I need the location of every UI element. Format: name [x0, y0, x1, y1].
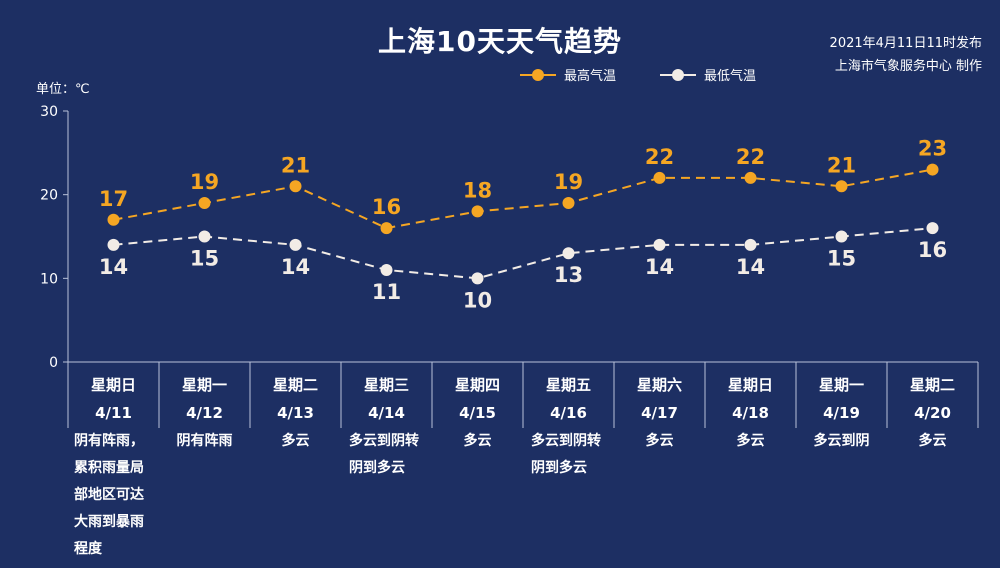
date-label: 4/18: [732, 404, 769, 422]
weekday-label: 星期六: [636, 376, 682, 394]
weather-description: 多云: [281, 433, 310, 449]
high-temp-point: [562, 197, 575, 210]
low-temp-label: 14: [736, 255, 765, 279]
date-label: 4/17: [641, 404, 678, 422]
low-temp-point: [289, 238, 302, 251]
high-temp-label: 16: [372, 195, 401, 219]
legend-low-marker: [660, 68, 696, 81]
weekday-label: 星期五: [545, 376, 591, 394]
high-temp-point: [653, 171, 666, 184]
weather-description: 多云到阴转 阴到多云: [531, 433, 601, 476]
legend-high-label: 最高气温: [564, 69, 617, 84]
low-temp-point: [744, 238, 757, 251]
low-temp-label: 15: [190, 247, 219, 271]
weather-description: 多云: [918, 433, 947, 449]
date-label: 4/16: [550, 404, 587, 422]
low-temp-label: 11: [372, 280, 401, 304]
legend-high: 最高气温: [520, 65, 616, 84]
date-label: 4/12: [186, 404, 223, 422]
high-temp-point: [107, 213, 120, 226]
high-temp-line: [113, 168, 933, 230]
publish-date: 2021年4月11日11时发布: [829, 36, 982, 51]
low-temp-label: 14: [99, 255, 128, 279]
date-label: 4/13: [277, 404, 314, 422]
weekday-label: 星期日: [727, 376, 773, 394]
y-tick-label: 10: [40, 271, 58, 287]
low-temp-point: [926, 222, 939, 235]
legend-low-label: 最低气温: [704, 69, 757, 84]
weather-description: 阴有阵雨， 累积雨量局 部地区可达 大雨到暴雨 程度: [74, 433, 144, 557]
low-temp-point: [380, 263, 393, 276]
low-temp-point: [107, 238, 120, 251]
publisher: 上海市气象服务中心 制作: [834, 59, 982, 74]
y-tick-label: 0: [49, 355, 58, 371]
publish-info: 2021年4月11日11时发布 上海市气象服务中心 制作: [830, 32, 982, 78]
weekday-label: 星期日: [90, 376, 136, 394]
high-temp-label: 19: [554, 170, 583, 194]
weekday-label: 星期一: [818, 376, 864, 394]
weather-description: 多云到阴: [813, 433, 870, 449]
low-temp-point: [653, 238, 666, 251]
date-label: 4/15: [459, 404, 496, 422]
high-temp-point: [380, 222, 393, 235]
low-temp-label: 15: [827, 247, 856, 271]
high-temp-point: [198, 197, 211, 210]
high-temp-label: 22: [645, 145, 674, 169]
legend-low: 最低气温: [660, 65, 756, 84]
weekday-label: 星期二: [909, 376, 955, 394]
weather-description: 多云到阴转 阴到多云: [349, 433, 419, 476]
low-temp-label: 16: [918, 238, 947, 262]
low-temp-point: [198, 230, 211, 243]
y-tick-label: 20: [40, 188, 58, 204]
unit-label: 单位：℃: [36, 82, 90, 97]
high-temp-point: [289, 180, 302, 193]
date-label: 4/14: [368, 404, 405, 422]
y-tick-label: 30: [40, 104, 58, 120]
weekday-label: 星期一: [181, 376, 227, 394]
high-temp-point: [926, 163, 939, 176]
high-temp-label: 19: [190, 170, 219, 194]
weather-description: 多云: [645, 433, 674, 449]
low-temp-label: 10: [463, 288, 492, 312]
high-temp-label: 22: [736, 145, 765, 169]
high-temp-point: [471, 205, 484, 218]
date-label: 4/19: [823, 404, 860, 422]
high-temp-point: [835, 180, 848, 193]
high-temp-label: 21: [827, 153, 856, 177]
date-label: 4/11: [95, 404, 132, 422]
low-temp-label: 14: [645, 255, 674, 279]
high-temp-label: 18: [463, 178, 492, 202]
low-temp-label: 14: [281, 255, 310, 279]
chart-title: 上海10天天气趋势: [378, 25, 622, 58]
date-label: 4/20: [914, 404, 951, 422]
low-temp-point: [471, 272, 484, 285]
low-temp-point: [562, 247, 575, 260]
high-temp-label: 23: [918, 137, 947, 161]
weather-description: 多云: [463, 433, 492, 449]
weekday-label: 星期三: [363, 376, 409, 394]
weekday-label: 星期四: [454, 376, 500, 394]
high-temp-label: 21: [281, 153, 310, 177]
low-temp-line: [113, 227, 933, 280]
low-temp-point: [835, 230, 848, 243]
low-temp-label: 13: [554, 263, 583, 287]
weekday-label: 星期二: [272, 376, 318, 394]
high-temp-label: 17: [99, 187, 128, 211]
weather-description: 多云: [736, 433, 765, 449]
high-temp-point: [744, 171, 757, 184]
weather-description: 阴有阵雨: [176, 433, 233, 449]
legend-high-marker: [520, 68, 556, 81]
